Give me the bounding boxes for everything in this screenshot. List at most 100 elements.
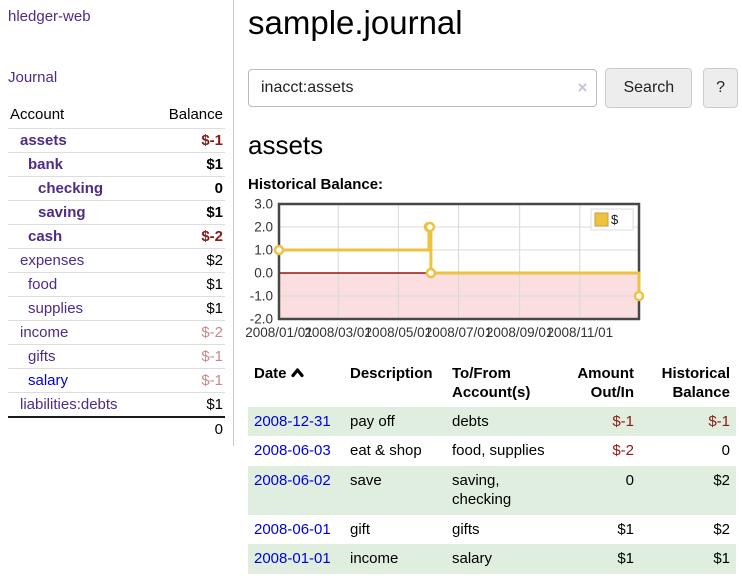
date-cell: 2008-12-31 xyxy=(248,407,344,437)
svg-text:-2.0: -2.0 xyxy=(250,312,273,327)
transaction-date-link[interactable]: 2008-06-03 xyxy=(254,442,331,459)
account-row: salary $-1 xyxy=(8,368,225,393)
amount-cell: $1 xyxy=(617,550,634,567)
account-balance: $1 xyxy=(150,200,225,225)
clear-search-icon[interactable]: × xyxy=(577,78,588,97)
date-cell: 2008-01-01 xyxy=(248,544,344,574)
account-link-bank[interactable]: bank xyxy=(28,156,64,173)
account-link-saving[interactable]: saving xyxy=(38,204,86,221)
register-header-amount-out-in: Amount Out/In xyxy=(577,365,634,401)
sidebar-divider xyxy=(233,0,234,446)
account-row: assets $-1 xyxy=(8,128,225,153)
account-balance: $-1 xyxy=(150,344,225,369)
amount-cell: $1 xyxy=(617,520,634,538)
account-link-gifts[interactable]: gifts xyxy=(28,348,56,365)
account-name-cell: gifts xyxy=(8,344,151,369)
account-balance: $1 xyxy=(150,272,225,297)
svg-text:0.0: 0.0 xyxy=(254,266,273,281)
balance-cell: 0 xyxy=(721,442,730,459)
svg-text:2008/07/01: 2008/07/01 xyxy=(425,325,493,340)
transaction-date-link[interactable]: 2008-01-01 xyxy=(254,550,331,567)
search-form: × Search ? xyxy=(248,68,738,108)
description-cell: gift xyxy=(350,520,371,538)
amount-cell: $-1 xyxy=(612,412,634,430)
sidebar-item-journal[interactable]: Journal xyxy=(8,69,58,86)
register-header-description: Description xyxy=(350,365,433,382)
main-content: sample.journal × Search ? assets Histori… xyxy=(245,0,738,574)
account-link-assets[interactable]: assets xyxy=(20,132,67,149)
account-name-cell: supplies xyxy=(8,296,151,321)
brand-link[interactable]: hledger-web xyxy=(8,8,91,25)
accounts-cell: salary xyxy=(452,550,493,567)
account-name-cell: checking xyxy=(8,176,151,201)
search-input-wrap: × xyxy=(248,69,598,107)
description-cell: income xyxy=(350,550,399,567)
account-link-food[interactable]: food xyxy=(28,276,58,293)
search-button[interactable]: Search xyxy=(605,68,693,108)
account-balance: $1 xyxy=(150,152,225,177)
account-name-cell: expenses xyxy=(8,248,151,273)
transaction-date-link[interactable]: 2008-06-01 xyxy=(254,520,331,538)
register-header-to-from-account-s-: To/From Account(s) xyxy=(452,365,531,401)
account-row: expenses $2 xyxy=(8,248,225,273)
page-title: sample.journal xyxy=(248,4,463,41)
svg-text:1.0: 1.0 xyxy=(254,243,273,258)
accounts-cell: saving, checking xyxy=(452,471,512,509)
total-spacer xyxy=(8,416,151,441)
account-name-cell: bank xyxy=(8,152,151,177)
amount-cell: 0 xyxy=(625,471,634,489)
account-name-cell: saving xyxy=(8,200,151,225)
account-name-cell: liabilities:debts xyxy=(8,392,151,417)
account-balance: $-2 xyxy=(150,224,225,249)
register-row: 2008-06-02 save saving, checking 0 $2 xyxy=(248,465,736,515)
account-row: gifts $-1 xyxy=(8,344,225,369)
account-balance: $-1 xyxy=(150,368,225,393)
account-row: income $-2 xyxy=(8,320,225,345)
account-balance: $-2 xyxy=(150,320,225,345)
account-link-supplies[interactable]: supplies xyxy=(28,300,84,317)
accounts-table: Account Balance assets $-1 bank $1 checking 0… xyxy=(8,102,225,441)
account-balance: $1 xyxy=(150,296,225,321)
accounts-cell: gifts xyxy=(452,520,480,538)
accounts-header-row: Account Balance xyxy=(8,102,225,129)
account-link-cash[interactable]: cash xyxy=(28,228,63,245)
account-heading: assets xyxy=(248,130,324,160)
sidebar: hledger-web Journal Account Balance asse… xyxy=(0,0,233,449)
account-name-cell: income xyxy=(8,320,151,345)
search-input[interactable] xyxy=(248,69,598,107)
account-name-cell: salary xyxy=(8,368,151,393)
account-link-liabilities-debts[interactable]: liabilities:debts xyxy=(20,396,118,413)
account-link-income[interactable]: income xyxy=(20,324,69,341)
help-button[interactable]: ? xyxy=(703,68,738,108)
account-row: checking 0 xyxy=(8,176,225,201)
register-header-historical-balance: Historical Balance xyxy=(661,365,730,401)
balance-cell: $2 xyxy=(713,520,730,538)
balance-column-header: Balance xyxy=(168,106,223,123)
description-cell: save xyxy=(350,471,382,489)
accounts-cell: food, supplies xyxy=(452,442,545,459)
svg-text:2.0: 2.0 xyxy=(254,220,273,235)
account-link-expenses[interactable]: expenses xyxy=(20,252,85,269)
balance-cell: $2 xyxy=(713,471,730,489)
register-table: Date Description To/From Account(s) Amount … xyxy=(248,361,736,574)
description-cell: pay off xyxy=(350,412,395,430)
svg-text:2008/03/01: 2008/03/01 xyxy=(304,325,372,340)
date-cell: 2008-06-03 xyxy=(248,436,344,466)
account-name-cell: food xyxy=(8,272,151,297)
account-row: cash $-2 xyxy=(8,224,225,249)
account-balance: $2 xyxy=(150,248,225,273)
svg-text:2008/05/01: 2008/05/01 xyxy=(365,325,433,340)
svg-text:2008/11/01: 2008/11/01 xyxy=(547,325,614,340)
register-header-row: Date Description To/From Account(s) Amount … xyxy=(248,361,736,407)
balance-cell: $-1 xyxy=(708,412,730,430)
account-link-checking[interactable]: checking xyxy=(38,180,104,197)
transaction-date-link[interactable]: 2008-12-31 xyxy=(254,412,331,430)
description-cell: eat & shop xyxy=(350,442,422,459)
register-header-date[interactable]: Date xyxy=(248,361,344,407)
transaction-date-link[interactable]: 2008-06-02 xyxy=(254,471,331,489)
total-balance: 0 xyxy=(150,416,225,441)
register-row: 2008-06-03 eat & shop food, supplies $-2 0 xyxy=(248,436,736,466)
sort-ascending-icon xyxy=(290,368,304,378)
account-link-salary[interactable]: salary xyxy=(28,372,69,389)
svg-text:-1.0: -1.0 xyxy=(250,289,273,304)
